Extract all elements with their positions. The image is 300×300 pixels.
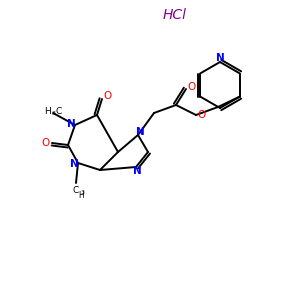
Text: N: N: [216, 53, 224, 63]
Text: O: O: [42, 138, 50, 148]
Text: N: N: [67, 119, 75, 129]
Text: N: N: [136, 127, 144, 137]
Text: $_3$C: $_3$C: [51, 106, 63, 118]
Text: H: H: [78, 191, 84, 200]
Text: C: C: [73, 186, 79, 195]
Text: O: O: [197, 110, 205, 120]
Text: O: O: [187, 82, 195, 92]
Text: HCl: HCl: [163, 8, 187, 22]
Text: 3: 3: [81, 190, 85, 195]
Text: N: N: [70, 159, 78, 169]
Text: N: N: [133, 166, 141, 176]
Text: H: H: [44, 107, 51, 116]
Text: O: O: [103, 91, 111, 101]
